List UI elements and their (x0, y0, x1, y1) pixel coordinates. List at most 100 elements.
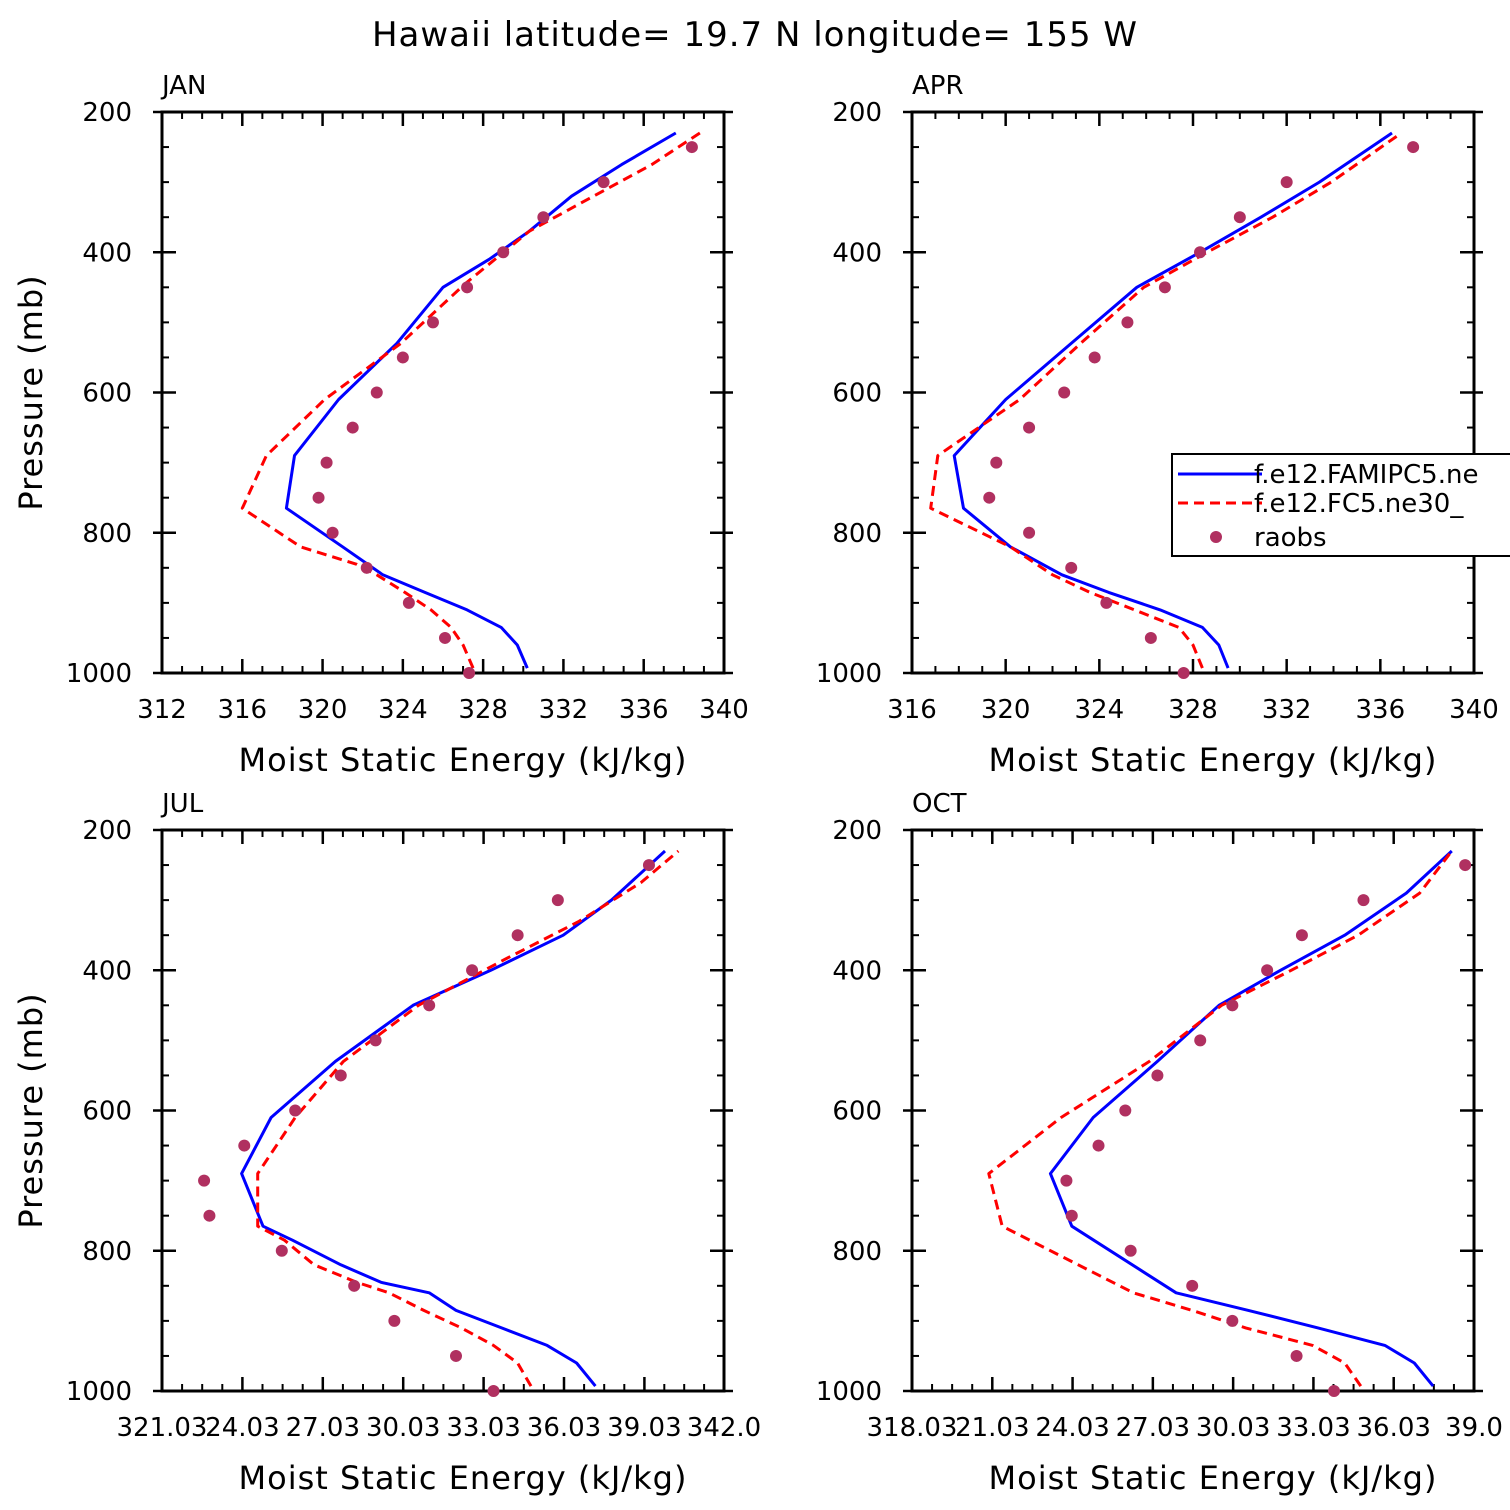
x-tick-label: 321.03 (117, 1413, 208, 1443)
raobs-point (551, 894, 564, 907)
model-famipc5-line (1048, 849, 1453, 1388)
x-tick-label: 39.03 (607, 1413, 681, 1443)
figure-title: Hawaii latitude= 19.7 N longitude= 155 W (372, 15, 1138, 55)
x-axis-label: Moist Static Energy (kJ/kg) (239, 1459, 688, 1497)
raobs-point (497, 246, 510, 259)
x-tick-label: 332 (1262, 695, 1312, 725)
raobs-point (426, 316, 439, 329)
raobs-point (423, 999, 436, 1012)
raobs-point (1290, 1349, 1303, 1362)
panel-label: OCT (912, 789, 967, 819)
x-tick-label: 33.03 (1276, 1413, 1350, 1443)
raobs-point (642, 859, 655, 872)
y-tick-label: 400 (832, 956, 882, 986)
panel-jan: JAN 312 316 320 324 328 332 336 340 200 400 600 800 1… (12, 71, 749, 779)
plot-frame (160, 110, 726, 675)
x-tick-label: 39.0 (1445, 1413, 1503, 1443)
raobs-point (1295, 929, 1308, 942)
x-tick-label: 336 (1356, 695, 1406, 725)
raobs-point (1357, 894, 1370, 907)
plot-frame (160, 828, 726, 1393)
y-tick-label: 400 (82, 238, 132, 268)
raobs-point (461, 281, 474, 294)
raobs-point (1233, 211, 1246, 224)
y-tick-label: 600 (832, 379, 882, 409)
raobs-point (1119, 1104, 1132, 1117)
legend-entry-label: raobs (1254, 523, 1327, 553)
raobs-point (1092, 1139, 1105, 1152)
y-tick-label: 600 (82, 1097, 132, 1127)
panel-label: APR (912, 71, 964, 101)
x-tick-label: 328 (458, 695, 508, 725)
raobs-point (449, 1349, 462, 1362)
raobs-point (326, 526, 339, 539)
panel-label: JAN (160, 71, 206, 101)
raobs-point (369, 1034, 382, 1047)
x-tick-label: 340 (1449, 695, 1499, 725)
raobs-point (360, 561, 373, 574)
y-tick-label: 800 (82, 519, 132, 549)
raobs-point (1194, 246, 1207, 259)
model-fc5-line (240, 131, 701, 669)
raobs-point (1065, 1209, 1078, 1222)
y-axis-label: Pressure (mb) (12, 274, 50, 510)
panel-apr: APR 316 320 324 328 332 336 340 200 400 600 800 1000… (816, 71, 1499, 779)
raobs-point (1088, 351, 1101, 364)
x-tick-label: 27.03 (1116, 1413, 1190, 1443)
plot-frame (910, 110, 1476, 675)
x-axis-label: Moist Static Energy (kJ/kg) (239, 741, 688, 779)
x-tick-label: 30.03 (1196, 1413, 1270, 1443)
x-tick-label: 36.03 (527, 1413, 601, 1443)
raobs-point (1226, 999, 1239, 1012)
raobs-point (439, 631, 452, 644)
raobs-point (203, 1209, 216, 1222)
x-tick-label: 328 (1168, 695, 1218, 725)
y-tick-label: 200 (82, 98, 132, 128)
raobs-point (1407, 141, 1420, 154)
raobs-point (1194, 1034, 1207, 1047)
raobs-point (334, 1069, 347, 1082)
x-tick-label: 36.03 (1356, 1413, 1430, 1443)
raobs-point (1280, 176, 1293, 189)
raobs-point (370, 386, 383, 399)
y-axis-label: Pressure (mb) (12, 992, 50, 1228)
legend-entry-label: f.e12.FC5.ne30_ (1254, 489, 1464, 519)
x-tick-label: 24.03 (205, 1413, 279, 1443)
y-tick-label: 1000 (66, 1377, 132, 1407)
x-tick-label: 316 (217, 695, 267, 725)
y-tick-label: 400 (82, 956, 132, 986)
y-tick-label: 400 (832, 238, 882, 268)
y-tick-label: 200 (832, 98, 882, 128)
raobs-point (1124, 1244, 1137, 1257)
y-tick-label: 1000 (816, 1377, 882, 1407)
y-tick-label: 800 (832, 519, 882, 549)
legend: f.e12.FAMIPC5.nef.e12.FC5.ne30_raobs (1171, 453, 1510, 557)
raobs-point (1328, 1385, 1341, 1397)
raobs-point (990, 456, 1003, 469)
y-tick-label: 600 (832, 1097, 882, 1127)
y-tick-label: 1000 (816, 659, 882, 689)
raobs-point (685, 141, 698, 154)
raobs-point (1058, 386, 1071, 399)
raobs-point (289, 1104, 302, 1117)
y-tick-label: 200 (82, 816, 132, 846)
x-tick-label: 316 (887, 695, 937, 725)
x-tick-label: 27.03 (286, 1413, 360, 1443)
x-tick-label: 318.03 (867, 1413, 958, 1443)
y-tick-label: 200 (832, 816, 882, 846)
legend-box (1171, 453, 1510, 557)
raobs-point (1186, 1279, 1199, 1292)
raobs-point (463, 667, 476, 679)
x-tick-label: 324 (1075, 695, 1125, 725)
raobs-point (1065, 561, 1078, 574)
raobs-point (1023, 526, 1036, 539)
raobs-point (1121, 316, 1134, 329)
x-tick-label: 340 (699, 695, 749, 725)
x-tick-label: 336 (619, 695, 669, 725)
model-fc5-line (987, 850, 1453, 1387)
raobs-point (346, 421, 359, 434)
raobs-point (511, 929, 524, 942)
y-tick-label: 800 (832, 1237, 882, 1267)
